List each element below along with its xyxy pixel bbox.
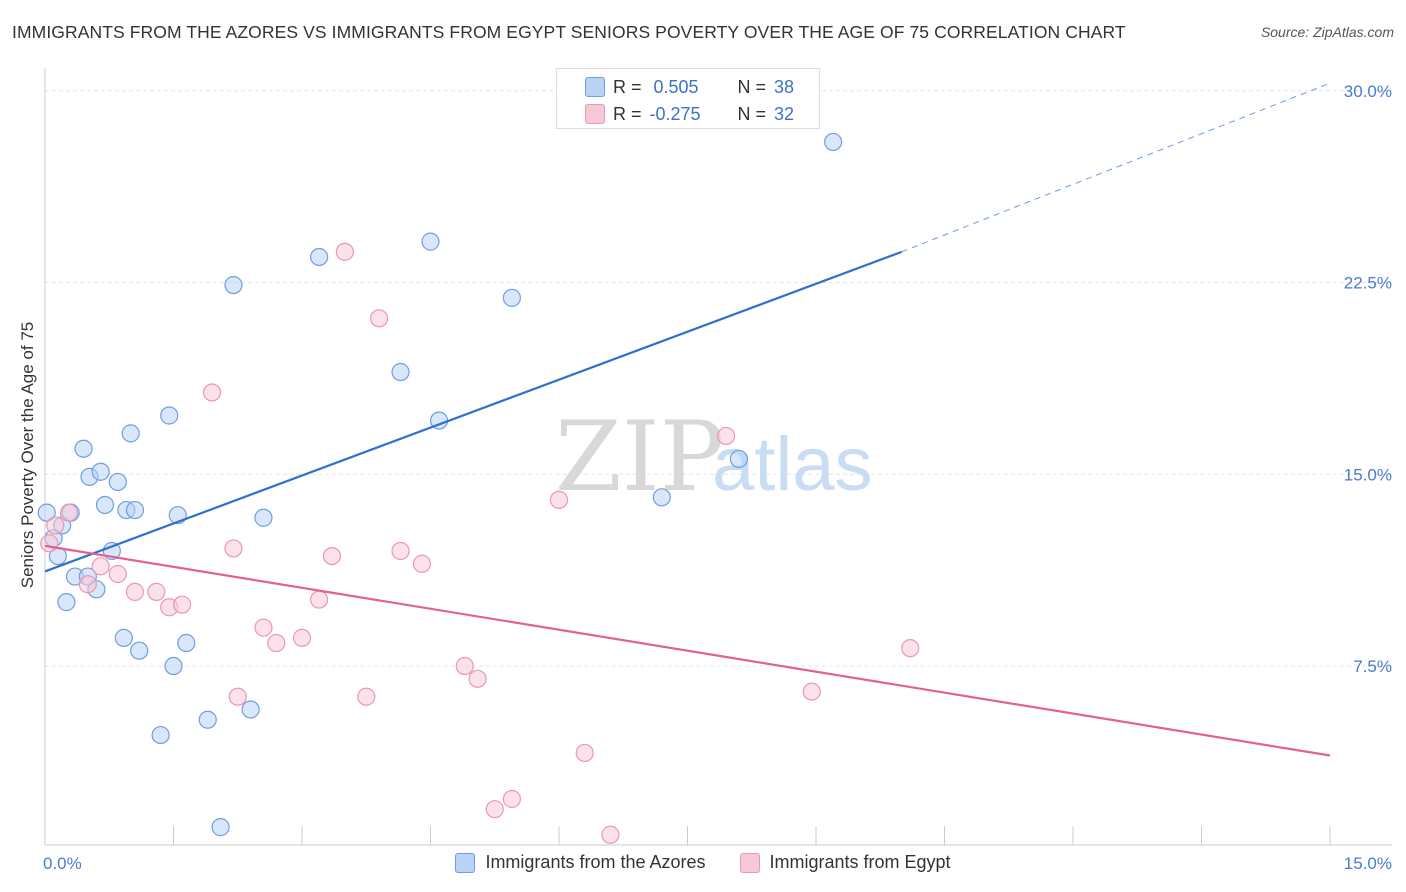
legend-item-egypt[interactable]: Immigrants from Egypt [739,852,951,873]
azores-point [241,700,260,719]
stats-row-azores: R = 0.505 N = 38 [585,74,795,100]
egypt-point [172,595,192,614]
y-tick-label: 15.0% [1344,465,1392,484]
azores-point [160,406,179,425]
stats-row-egypt: R = -0.275 N = 32 [585,101,795,127]
azores-point [74,439,93,458]
azores-point [254,508,273,527]
legend-label-egypt: Immigrants from Egypt [769,852,951,872]
azores-point [37,503,56,522]
watermark-zip: ZIP [555,401,724,513]
data-points [37,132,920,844]
egypt-point [202,383,222,402]
egypt-point [901,639,920,658]
stats-n-value-egypt: 32 [774,103,795,124]
egypt-point [502,789,521,809]
source-label: Source: ZipAtlas.com [1260,24,1394,40]
egypt-point [292,628,312,648]
stats-r-label: R = [613,103,642,124]
egypt-point [125,582,145,601]
stats-n-label: N = [737,76,767,97]
egypt-point [485,800,504,819]
stats-n-label: N = [737,103,767,124]
y-tick-label: 7.5% [1353,657,1392,676]
azores-point [95,495,115,515]
egypt-point [335,242,354,261]
stats-r-value-egypt: -0.275 [649,103,701,124]
azores-point [198,710,217,729]
egypt-point [228,687,247,706]
azores-point [108,472,127,492]
egypt-point [455,656,474,676]
chart-title: IMMIGRANTS FROM THE AZORES VS IMMIGRANTS… [12,22,1126,42]
egypt-point [412,554,432,573]
azores-point [177,633,196,653]
stats-swatch-azores [585,77,605,97]
azores-point [502,288,521,307]
azores-point [211,818,230,837]
egypt-point [310,590,329,609]
egypt-point [370,309,389,328]
azores-point [652,488,671,507]
legend-swatch-azores [455,852,476,873]
stats-n-value-azores: 38 [774,76,795,97]
y-tick-label: 22.5% [1344,274,1392,293]
azores-point [824,132,843,152]
azores-point [164,656,183,676]
egypt-point [224,539,243,558]
egypt-trend-line [44,544,1331,757]
egypt-point [40,534,59,553]
stats-r-value-azores: 0.505 [653,76,699,97]
egypt-point [267,633,286,653]
azores-trend-line [44,250,903,573]
egypt-point [391,541,410,561]
stats-r-label: R = [613,76,642,97]
azores-point [125,500,145,520]
azores-point [310,247,329,267]
series-legend: Immigrants from the Azores Immigrants fr… [0,852,1406,873]
legend-item-azores[interactable]: Immigrants from the Azores [455,852,706,873]
azores-point [391,362,410,382]
azores-point [57,593,76,612]
stats-swatch-egypt [585,104,605,124]
egypt-point [322,546,342,566]
y-tick-label: 30.0% [1344,82,1392,101]
egypt-point [91,557,110,576]
axes [44,68,1392,846]
trend-lines [44,82,1331,757]
watermark: ZIP atlas [555,401,873,513]
azores-point [224,275,243,295]
egypt-point [59,503,79,522]
egypt-point [549,490,569,509]
legend-swatch-egypt [739,852,760,873]
azores-point [151,725,170,745]
egypt-point [601,825,620,844]
legend-label-azores: Immigrants from the Azores [485,852,706,872]
x-tick-label: 0.0% [43,854,82,873]
azores-point [729,449,749,469]
azores-trend-extension [901,82,1331,253]
egypt-point [78,575,97,594]
egypt-point [254,618,273,637]
azores-point [421,232,440,251]
egypt-point [108,564,127,584]
egypt-point [46,516,65,535]
egypt-point [716,426,736,446]
stats-legend: R = 0.505 N = 38 R = -0.275 N = 32 [556,68,820,129]
azores-point [91,462,110,481]
egypt-point [357,687,376,706]
egypt-point [147,582,166,601]
azores-point [121,424,140,443]
egypt-point [802,682,821,701]
egypt-point [468,669,487,688]
x-tick-label: 15.0% [1344,854,1392,873]
gridlines [45,90,1392,667]
egypt-point [575,743,594,763]
azores-point [114,628,133,648]
azores-point [130,641,149,660]
tick-labels: 7.5% 15.0% 22.5% 30.0% 0.0% 15.0% [43,82,1392,873]
